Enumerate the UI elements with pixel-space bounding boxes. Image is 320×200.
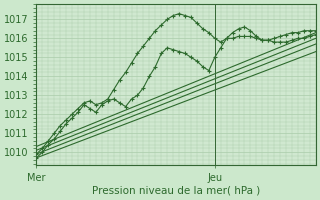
X-axis label: Pression niveau de la mer( hPa ): Pression niveau de la mer( hPa )	[92, 186, 260, 196]
